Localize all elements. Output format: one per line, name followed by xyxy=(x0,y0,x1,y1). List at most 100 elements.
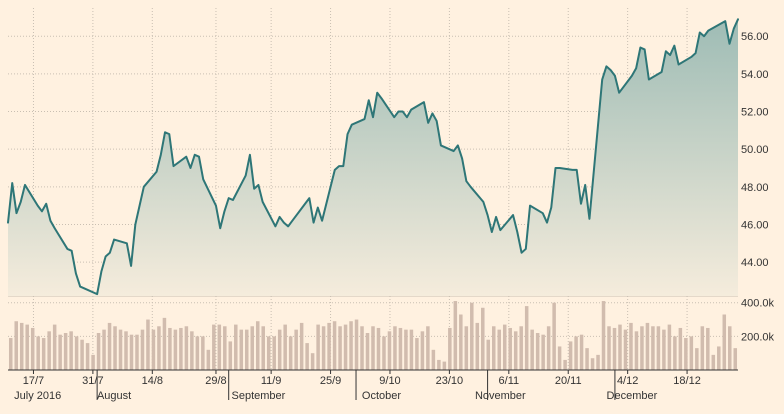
volume-bar-18 xyxy=(107,322,112,370)
volume-bar-105 xyxy=(585,348,589,370)
date-tick-label-4: 11/9 xyxy=(261,375,282,387)
volume-bar-12 xyxy=(74,336,79,370)
price-line xyxy=(7,18,739,296)
price-y-axis: 44.00 46.00 48.00 50.00 52.00 54.00 56.00 xyxy=(741,31,769,269)
date-tick-label-5: 25/9 xyxy=(320,375,341,387)
volume-bar-71 xyxy=(398,327,403,370)
volume-bar-126 xyxy=(700,326,705,370)
date-tick-label-11: 18/12 xyxy=(673,375,701,387)
volume-bar-115 xyxy=(640,326,644,370)
volume-bar-82 xyxy=(459,314,463,370)
volume-bar-72 xyxy=(404,329,408,370)
volume-bar-128 xyxy=(711,354,716,370)
volume-bar-68 xyxy=(382,336,386,370)
volume-bar-66 xyxy=(371,326,375,370)
volume-bar-80 xyxy=(448,327,452,370)
volume-bar-110 xyxy=(612,327,617,370)
volume-bar-58 xyxy=(327,322,331,370)
volume-bar-113 xyxy=(629,322,633,370)
volume-bar-100 xyxy=(557,346,562,370)
month-label-0: July 2016 xyxy=(14,390,61,402)
volume-bar-70 xyxy=(393,326,397,370)
volume-bar-131 xyxy=(728,326,732,370)
volume-bar-103 xyxy=(574,336,578,370)
volume-bar-28 xyxy=(162,317,167,370)
price-area xyxy=(8,19,738,296)
price-tick-label-2: 48.00 xyxy=(741,182,769,194)
volume-bar-5 xyxy=(36,336,40,370)
volume-bar-11 xyxy=(69,331,73,370)
volume-bar-73 xyxy=(409,329,414,370)
volume-bar-77 xyxy=(431,349,436,370)
volume-y-axis: 200.0k 400.0k xyxy=(741,298,775,344)
price-tick-label-1: 46.00 xyxy=(741,219,769,231)
volume-bar-38 xyxy=(217,324,222,370)
volume-bar-6 xyxy=(41,338,46,370)
month-label-5: December xyxy=(607,390,658,402)
volume-bar-57 xyxy=(321,326,326,370)
volume-bar-114 xyxy=(634,331,639,370)
date-tick-label-2: 14/8 xyxy=(142,375,163,387)
volume-bar-10 xyxy=(63,333,68,370)
volume-bar-104 xyxy=(579,334,584,370)
volume-bar-48 xyxy=(272,336,276,370)
volume-bar-47 xyxy=(266,336,271,370)
volume-bar-56 xyxy=(316,324,320,370)
date-tick-label-8: 6/11 xyxy=(499,375,520,387)
price-tick-label-4: 52.00 xyxy=(741,107,769,119)
volume-bar-65 xyxy=(365,333,370,370)
volume-bar-83 xyxy=(464,326,469,370)
volume-bar-79 xyxy=(442,361,447,370)
volume-bar-74 xyxy=(415,338,419,370)
volume-bar-40 xyxy=(228,341,233,370)
volume-bar-60 xyxy=(338,326,342,370)
volume-bar-95 xyxy=(530,329,534,370)
volume-bar-26 xyxy=(151,329,156,370)
volume-bar-89 xyxy=(497,329,501,370)
volume-bar-2 xyxy=(19,322,24,370)
volume-tick-label-0: 200.0k xyxy=(741,331,775,343)
volume-bar-43 xyxy=(245,329,249,370)
volume-bar-127 xyxy=(706,327,710,370)
volume-bar-33 xyxy=(190,331,194,370)
volume-bar-101 xyxy=(563,359,567,370)
volume-bar-81 xyxy=(453,301,458,370)
price-tick-label-6: 56.00 xyxy=(741,31,769,43)
date-tick-label-7: 23/10 xyxy=(436,375,464,387)
volume-bar-125 xyxy=(695,348,699,370)
volume-bar-45 xyxy=(255,321,260,370)
volume-bar-93 xyxy=(519,326,523,370)
volume-bar-25 xyxy=(146,319,150,370)
volume-bar-24 xyxy=(140,329,145,370)
volume-bar-44 xyxy=(250,326,255,370)
volume-bar-94 xyxy=(524,306,529,370)
month-label-3: October xyxy=(362,390,401,402)
price-tick-label-5: 54.00 xyxy=(741,69,769,81)
volume-bar-31 xyxy=(179,327,183,370)
volume-bar-119 xyxy=(662,329,666,370)
date-tick-label-6: 9/10 xyxy=(379,375,400,387)
volume-bar-87 xyxy=(486,339,491,370)
volume-bar-16 xyxy=(96,333,101,370)
volume-bar-62 xyxy=(349,321,353,370)
volume-bar-37 xyxy=(212,324,216,370)
date-tick-label-0: 17/7 xyxy=(23,375,44,387)
volume-bar-111 xyxy=(618,324,622,370)
volume-bar-122 xyxy=(678,327,683,370)
volume-bar-14 xyxy=(85,343,90,370)
volume-bar-54 xyxy=(305,343,309,370)
volume-bar-9 xyxy=(58,334,62,370)
volume-bar-55 xyxy=(310,353,315,370)
volume-bar-32 xyxy=(184,326,189,370)
volume-bar-132 xyxy=(733,348,738,370)
volume-bar-84 xyxy=(470,302,474,370)
volume-bar-90 xyxy=(502,324,507,370)
volume-bar-116 xyxy=(645,322,650,370)
month-label-1: August xyxy=(97,390,131,402)
volume-bar-107 xyxy=(596,354,600,370)
volume-bar-1 xyxy=(14,321,18,370)
volume-bar-98 xyxy=(546,326,551,370)
price-area-fill xyxy=(8,19,738,296)
